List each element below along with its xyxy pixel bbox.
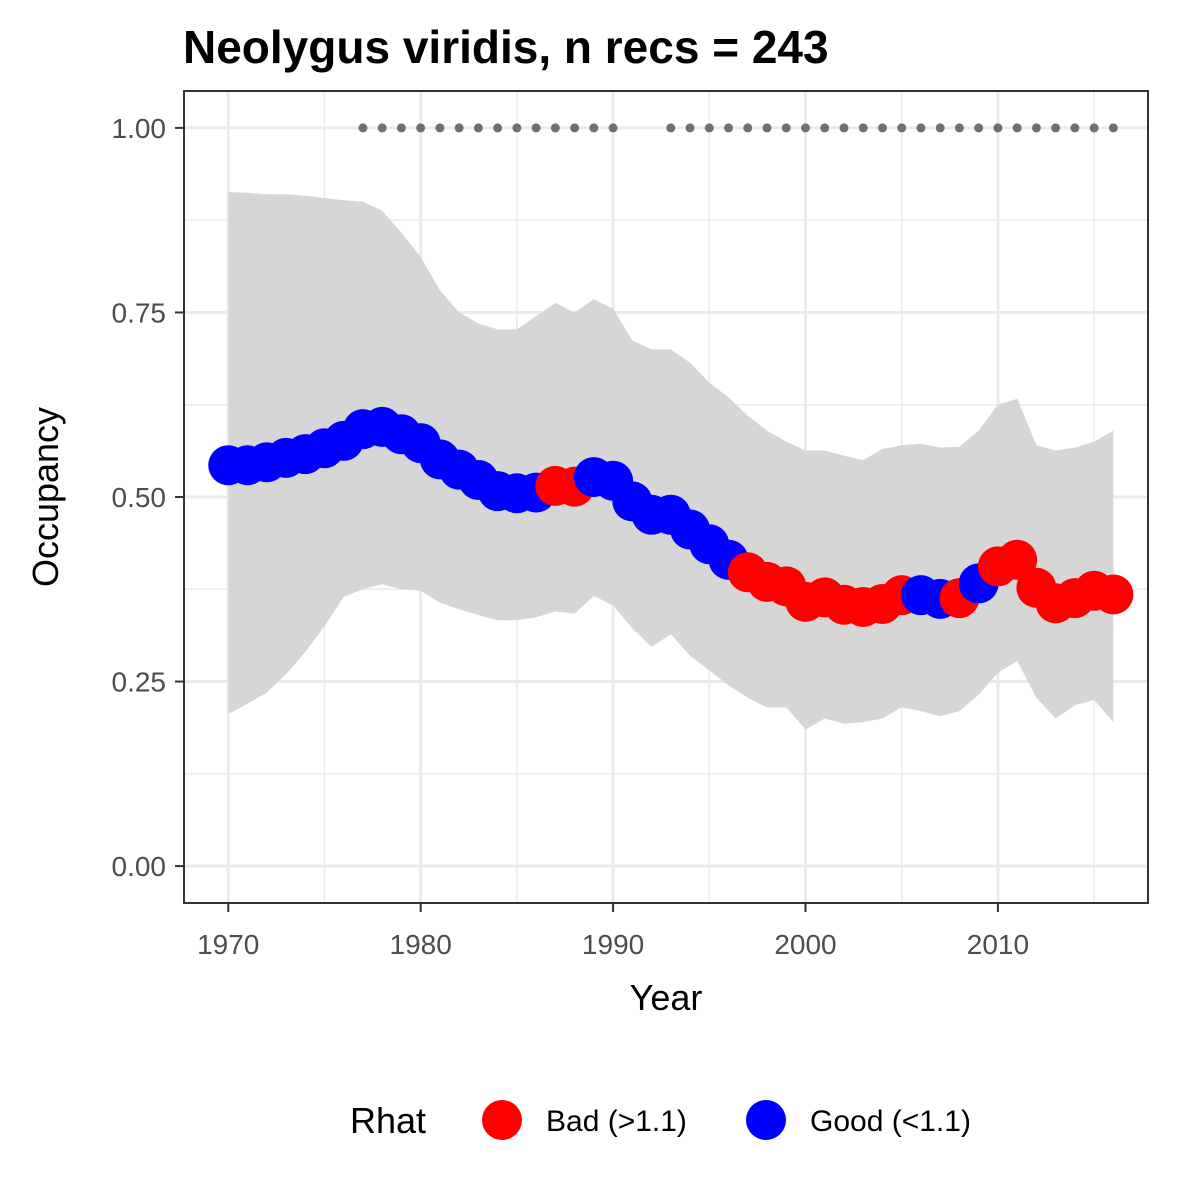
record-year-dot: [897, 123, 907, 133]
record-year-dot: [954, 123, 964, 133]
record-year-dot: [1031, 123, 1041, 133]
record-year-dot: [396, 123, 406, 133]
record-year-dot: [974, 123, 984, 133]
y-axis-title: Occupancy: [25, 407, 66, 587]
record-year-dot: [858, 123, 868, 133]
record-year-dot: [416, 123, 426, 133]
x-tick-label: 1980: [390, 929, 452, 960]
record-year-dot: [839, 123, 849, 133]
record-year-dot: [454, 123, 464, 133]
x-tick-label: 1990: [582, 929, 644, 960]
y-tick-label: 0.50: [112, 482, 167, 513]
x-axis-title: Year: [630, 977, 703, 1018]
legend-key-bad: [482, 1100, 522, 1140]
record-year-dot: [1108, 123, 1118, 133]
x-tick-label: 1970: [197, 929, 259, 960]
record-year-dot: [993, 123, 1003, 133]
record-year-dot: [473, 123, 483, 133]
y-axis-ticks: 0.00 0.25 0.50 0.75 1.00: [112, 113, 184, 882]
record-year-dot: [1051, 123, 1061, 133]
record-year-dot: [435, 123, 445, 133]
record-year-dot: [916, 123, 926, 133]
y-tick-label: 1.00: [112, 113, 167, 144]
record-year-dot: [781, 123, 791, 133]
legend-label-good: Good (<1.1): [810, 1105, 971, 1138]
record-year-dot: [877, 123, 887, 133]
record-year-dot: [512, 123, 522, 133]
record-year-dot: [820, 123, 830, 133]
legend: Rhat Bad (>1.1) Good (<1.1): [350, 1100, 971, 1141]
record-year-dot: [935, 123, 945, 133]
record-year-dot: [1070, 123, 1080, 133]
y-tick-label: 0.00: [112, 851, 167, 882]
legend-key-good: [746, 1100, 786, 1140]
x-tick-label: 2000: [774, 929, 836, 960]
record-year-dot: [608, 123, 618, 133]
record-year-dot: [1012, 123, 1022, 133]
y-tick-label: 0.75: [112, 297, 167, 328]
record-year-dot: [1089, 123, 1099, 133]
record-year-dot: [666, 123, 676, 133]
record-year-dots: [358, 123, 1118, 133]
record-year-dot: [762, 123, 772, 133]
record-year-dot: [801, 123, 811, 133]
record-year-dot: [570, 123, 580, 133]
record-year-dot: [704, 123, 714, 133]
record-year-dot: [493, 123, 503, 133]
record-year-dot: [743, 123, 753, 133]
record-year-dot: [531, 123, 541, 133]
occupancy-points: [208, 406, 1134, 627]
legend-label-bad: Bad (>1.1): [546, 1105, 687, 1138]
record-year-dot: [685, 123, 695, 133]
x-tick-label: 2010: [967, 929, 1029, 960]
record-year-dot: [550, 123, 560, 133]
record-year-dot: [358, 123, 368, 133]
occupancy-point-bad: [997, 539, 1038, 580]
occupancy-point-bad: [1093, 574, 1134, 615]
legend-title: Rhat: [350, 1100, 426, 1141]
y-tick-label: 0.25: [112, 667, 167, 698]
record-year-dot: [724, 123, 734, 133]
chart-title: Neolygus viridis, n recs = 243: [183, 21, 829, 73]
x-axis-ticks: 1970 1980 1990 2000 2010: [197, 903, 1029, 960]
record-year-dot: [377, 123, 387, 133]
record-year-dot: [589, 123, 599, 133]
